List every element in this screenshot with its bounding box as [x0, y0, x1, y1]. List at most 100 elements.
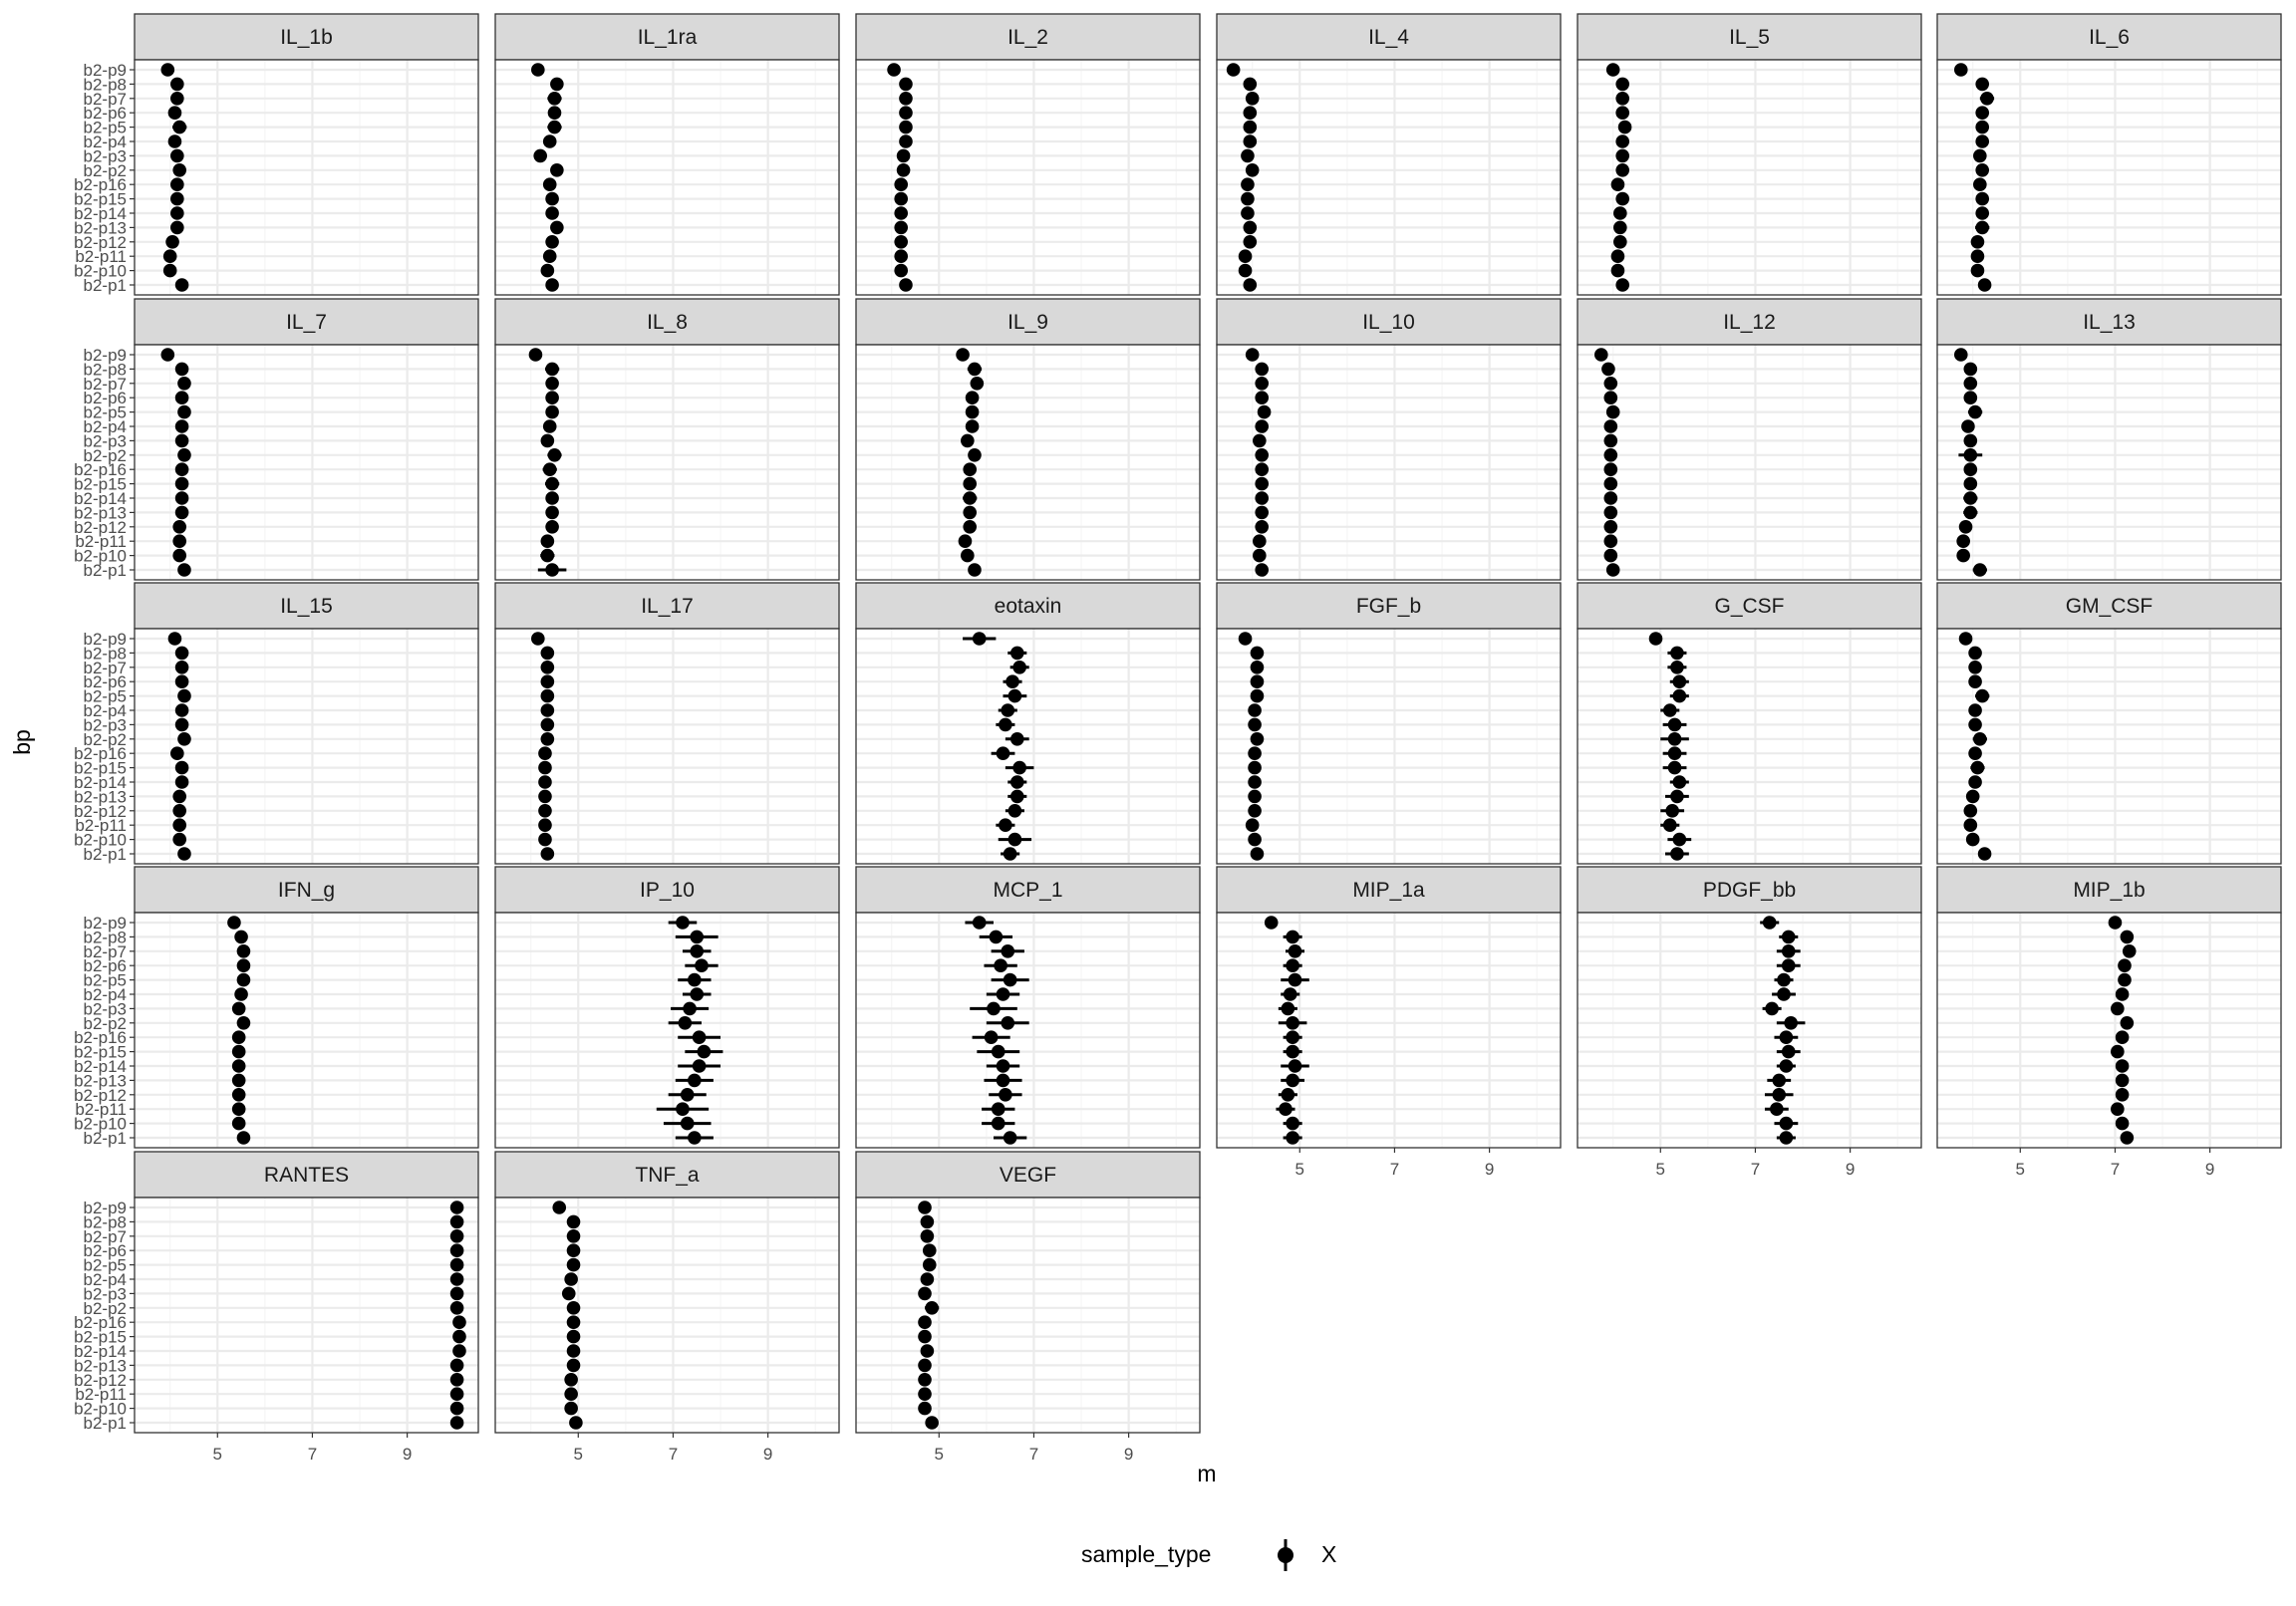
data-point: [174, 278, 189, 292]
data-point: [1243, 220, 1258, 235]
y-tick-label: b2-p13: [74, 1071, 127, 1090]
data-point: [1968, 703, 1982, 717]
facet-strip-label: IL_7: [286, 311, 327, 334]
data-point: [564, 1272, 578, 1286]
data-point: [1973, 148, 1987, 163]
data-point: [1264, 916, 1279, 930]
data-point: [452, 1329, 466, 1344]
data-point: [963, 476, 978, 491]
data-point: [177, 847, 191, 861]
data-point: [963, 462, 978, 477]
data-point: [1250, 646, 1265, 661]
legend: sample_type X: [1081, 1539, 1336, 1571]
facet-strip-label: IL_8: [647, 311, 688, 334]
data-point: [972, 632, 987, 646]
data-point: [564, 1373, 578, 1387]
facet-strip-label: G_CSF: [1714, 595, 1784, 618]
data-point: [894, 191, 909, 206]
data-point: [545, 206, 559, 220]
data-point: [2120, 1131, 2135, 1145]
data-point: [177, 377, 191, 391]
data-point: [564, 1387, 578, 1401]
data-point: [1286, 958, 1299, 972]
facet-strip: [1216, 13, 1562, 61]
y-tick-label: b2-p15: [74, 1043, 127, 1062]
facet-strip-label: MCP_1: [993, 879, 1062, 902]
data-point: [1961, 419, 1975, 433]
facet-strip-label: IL_17: [641, 595, 694, 618]
data-point: [177, 732, 191, 746]
data-point: [991, 1116, 1005, 1131]
data-point: [996, 1059, 1010, 1073]
data-point: [1667, 732, 1682, 746]
data-point: [994, 958, 1007, 972]
data-point: [1257, 404, 1272, 419]
panel-border: [494, 344, 840, 581]
data-point: [172, 804, 187, 818]
data-point: [2115, 1116, 2130, 1131]
y-tick-label: b2-p13: [74, 503, 127, 522]
data-point: [1970, 263, 1985, 278]
y-tick-label: b2-p11: [75, 1100, 127, 1119]
data-point: [1670, 847, 1684, 861]
y-tick-label: b2-p6: [84, 104, 127, 123]
data-point: [531, 632, 545, 646]
data-point: [1007, 804, 1022, 818]
data-point: [172, 818, 187, 832]
data-point: [234, 987, 248, 1001]
panel-border: [1936, 628, 2282, 865]
data-point: [566, 1214, 581, 1229]
data-point: [2120, 930, 2135, 944]
data-point: [566, 1329, 581, 1344]
data-point: [688, 1131, 702, 1145]
data-point: [1956, 548, 1970, 563]
data-point: [1672, 674, 1687, 688]
y-tick-label: b2-p12: [74, 233, 127, 252]
data-point: [162, 263, 177, 278]
facet-strip: [134, 582, 479, 630]
data-point: [449, 1416, 464, 1430]
data-point: [1958, 520, 1973, 534]
data-point: [1980, 92, 1994, 106]
data-point: [545, 377, 559, 391]
data-point: [1286, 1016, 1299, 1030]
data-point: [561, 1286, 576, 1301]
data-point: [1615, 92, 1630, 106]
data-point: [987, 1001, 1001, 1016]
facet-strip: [1216, 866, 1562, 914]
data-point: [1243, 134, 1258, 148]
x-tick-label: 9: [403, 1445, 412, 1464]
data-point: [1670, 646, 1684, 661]
panel-IL_9: IL_9: [855, 298, 1201, 581]
panel-GM_CSF: GM_CSF: [1936, 582, 2282, 865]
y-tick-label: b2-p14: [74, 773, 127, 792]
data-point: [550, 77, 564, 92]
data-point: [1968, 775, 1982, 789]
data-point: [1781, 958, 1796, 972]
facet-strip: [1216, 582, 1562, 630]
data-point: [1672, 688, 1687, 703]
data-point: [566, 1229, 581, 1243]
data-point: [2115, 1059, 2130, 1073]
data-point: [963, 491, 978, 505]
data-point: [545, 278, 559, 292]
panel-IL_15: IL_15 b2-p9b2-p8b2-p7b2-p6b2-p5b2-p4b2-p3…: [74, 582, 479, 865]
data-point: [1968, 646, 1982, 661]
data-point: [1970, 249, 1985, 263]
y-tick-label: b2-p8: [84, 1212, 127, 1231]
y-tick-label: b2-p16: [74, 1028, 127, 1047]
data-point: [552, 1201, 567, 1214]
data-point: [1248, 775, 1262, 789]
panel-TNF_a: TNF_a 5 7 9: [494, 1151, 840, 1464]
data-point: [1279, 1102, 1292, 1116]
data-point: [452, 1344, 466, 1358]
panel-border: [855, 344, 1201, 581]
x-tick-label: 9: [1485, 1160, 1494, 1179]
data-point: [1762, 916, 1777, 930]
data-point: [1615, 148, 1630, 163]
panel-background: [495, 913, 839, 1148]
data-point: [540, 703, 555, 717]
data-point: [1615, 278, 1630, 292]
data-point: [970, 377, 985, 391]
data-point: [1777, 972, 1791, 987]
